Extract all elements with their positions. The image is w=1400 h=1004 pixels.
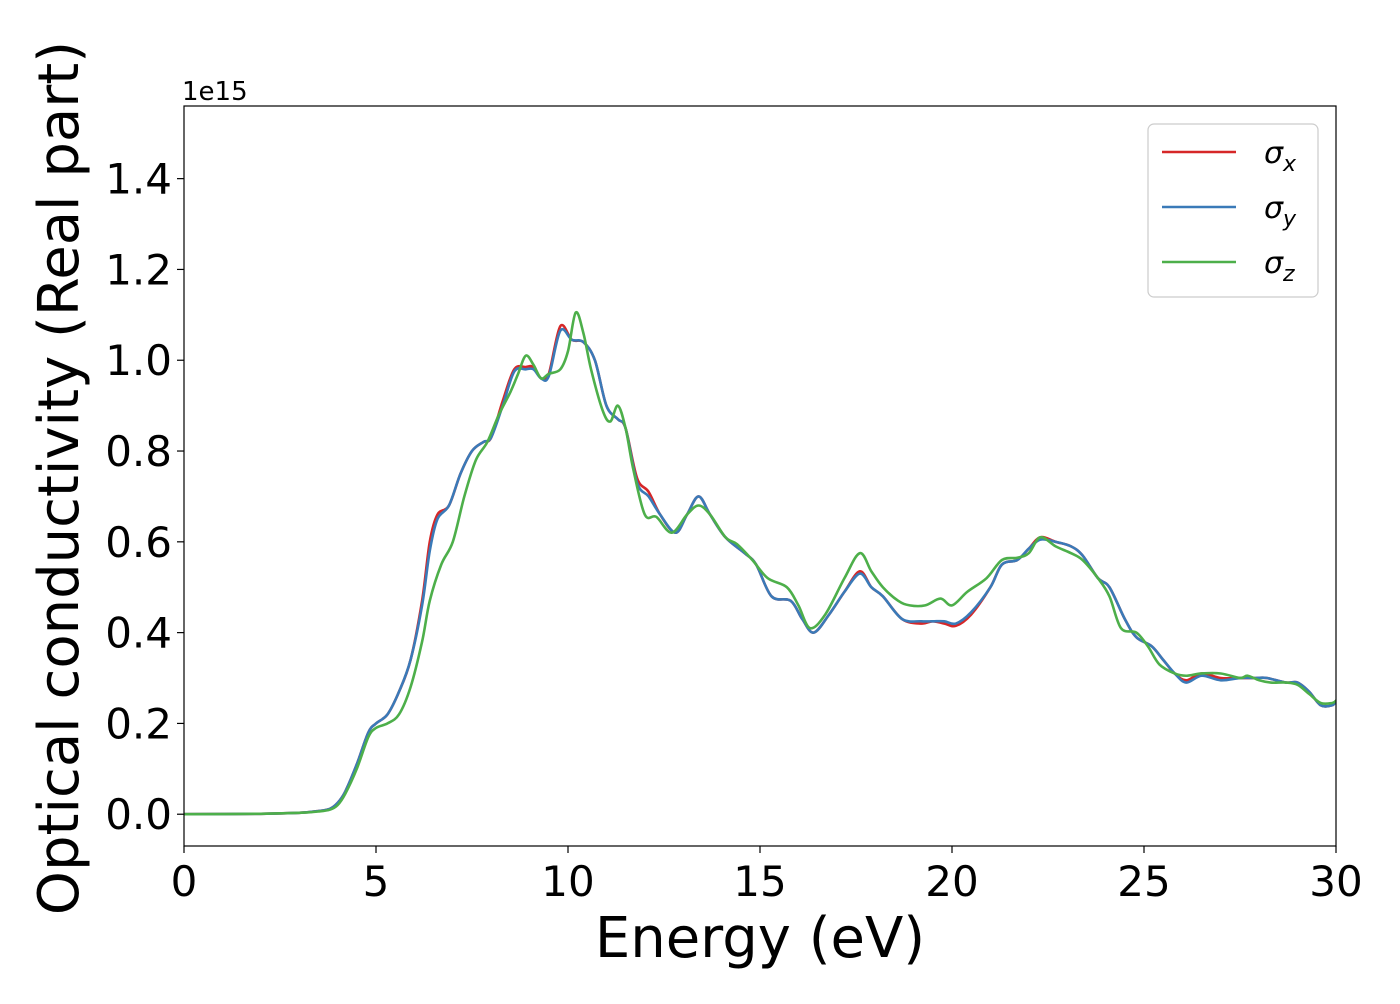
x-tick-label: 30 xyxy=(1309,857,1362,906)
y-tick-label: 1.0 xyxy=(105,336,172,385)
legend: σx σy σz xyxy=(1147,123,1319,298)
x-tick-label: 0 xyxy=(171,857,198,906)
x-tick-label: 10 xyxy=(541,857,594,906)
y-tick-label: 0.4 xyxy=(105,609,172,658)
y-tick-label: 0.8 xyxy=(105,427,172,476)
series-line-sigma-z xyxy=(184,310,1336,816)
legend-label-sigma-y: σy xyxy=(1264,191,1297,232)
series-layer xyxy=(184,310,1336,816)
x-tick-label: 20 xyxy=(925,857,978,906)
x-axis-label: Energy (eV) xyxy=(595,906,925,971)
y-tick-label: 1.4 xyxy=(105,155,172,204)
y-tick-label: 0.2 xyxy=(105,699,172,748)
y-tick-label: 0.0 xyxy=(105,790,172,839)
y-axis: 0.0 0.2 0.4 0.6 0.8 1.0 1.2 1.4 xyxy=(105,155,184,839)
legend-label-sigma-x: σx xyxy=(1264,136,1297,177)
legend-box xyxy=(1147,123,1319,298)
x-tick-label: 5 xyxy=(363,857,390,906)
y-tick-label: 1.2 xyxy=(105,245,172,294)
x-tick-label: 15 xyxy=(733,857,786,906)
y-axis-label: Optical conductivity (Real part) xyxy=(27,41,92,915)
x-axis: 0 5 10 15 20 25 30 xyxy=(171,846,1363,906)
y-tick-label: 0.6 xyxy=(105,518,172,567)
legend-label-sigma-z: σz xyxy=(1264,246,1295,287)
x-tick-label: 25 xyxy=(1117,857,1170,906)
y-offset-label: 1e15 xyxy=(182,77,248,107)
